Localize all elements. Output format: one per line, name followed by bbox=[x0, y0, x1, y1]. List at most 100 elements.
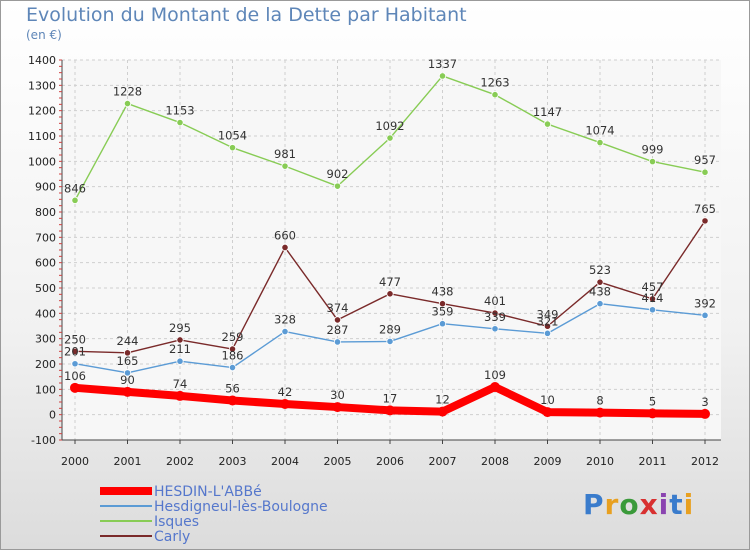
x-tick-label: 2008 bbox=[481, 455, 509, 468]
y-tick-label: 900 bbox=[35, 181, 56, 194]
legend-label: Carly bbox=[154, 529, 190, 545]
data-point bbox=[175, 390, 185, 401]
y-tick-label: 300 bbox=[35, 333, 56, 346]
plot-area bbox=[62, 60, 721, 440]
brand-logo: Proxiti bbox=[583, 488, 694, 521]
data-label: 1074 bbox=[585, 124, 614, 138]
y-tick-label: 1200 bbox=[28, 105, 56, 118]
brand-letter: P bbox=[583, 488, 605, 521]
data-label: 438 bbox=[589, 285, 611, 299]
data-point bbox=[543, 329, 552, 337]
data-label: 295 bbox=[169, 321, 191, 335]
data-label: 349 bbox=[537, 307, 559, 321]
data-point bbox=[438, 72, 447, 80]
data-point bbox=[386, 134, 394, 142]
data-label: 1092 bbox=[375, 119, 404, 133]
data-label: 392 bbox=[694, 296, 716, 310]
brand-letter: i bbox=[658, 488, 670, 521]
chart-subtitle: (en €) bbox=[26, 28, 62, 42]
data-point bbox=[595, 407, 605, 418]
data-label: 414 bbox=[642, 291, 664, 305]
data-label: 1263 bbox=[480, 76, 509, 90]
data-point bbox=[648, 306, 657, 314]
data-point bbox=[543, 322, 552, 330]
data-point bbox=[543, 120, 552, 128]
data-label: 957 bbox=[694, 153, 716, 167]
y-tick-label: -100 bbox=[31, 434, 56, 447]
data-point bbox=[333, 316, 342, 324]
y-tick-label: 700 bbox=[35, 231, 56, 244]
data-point bbox=[71, 196, 79, 204]
data-label: 74 bbox=[173, 377, 188, 391]
data-label: 660 bbox=[274, 228, 296, 242]
data-point bbox=[700, 408, 710, 419]
data-point bbox=[228, 144, 237, 152]
data-point bbox=[332, 402, 343, 413]
x-tick-label: 2004 bbox=[271, 455, 299, 468]
data-label: 902 bbox=[327, 167, 349, 181]
data-point bbox=[280, 399, 290, 410]
data-point bbox=[228, 345, 237, 353]
data-point bbox=[701, 217, 709, 225]
data-label: 289 bbox=[379, 322, 401, 336]
legend-label: Hesdigneul-lès-Boulogne bbox=[154, 499, 328, 515]
data-point bbox=[228, 363, 237, 372]
legend-label: Isques bbox=[154, 514, 199, 530]
data-point bbox=[176, 357, 184, 365]
data-point bbox=[701, 168, 709, 176]
y-tick-label: 200 bbox=[35, 358, 56, 371]
data-point bbox=[491, 325, 499, 333]
data-label: 1153 bbox=[165, 104, 194, 118]
data-point bbox=[281, 327, 289, 336]
data-point bbox=[438, 300, 447, 308]
x-tick-label: 2002 bbox=[166, 455, 194, 468]
data-label: 17 bbox=[383, 391, 398, 405]
data-point bbox=[437, 406, 448, 417]
data-point bbox=[123, 369, 132, 377]
data-label: 30 bbox=[330, 388, 345, 402]
data-point bbox=[71, 360, 79, 368]
data-label: 287 bbox=[327, 323, 349, 337]
x-tick-label: 2007 bbox=[429, 455, 457, 468]
data-label: 5 bbox=[649, 394, 656, 408]
data-label: 186 bbox=[222, 349, 244, 363]
y-tick-label: 1300 bbox=[28, 79, 56, 92]
data-point bbox=[386, 290, 394, 298]
data-point bbox=[491, 91, 499, 99]
data-label: 201 bbox=[64, 345, 86, 359]
data-label: 42 bbox=[278, 385, 293, 399]
x-tick-label: 2001 bbox=[114, 455, 142, 468]
x-tick-label: 2006 bbox=[376, 455, 404, 468]
data-label: 438 bbox=[432, 285, 454, 299]
data-label: 3 bbox=[701, 395, 708, 409]
x-tick-label: 2010 bbox=[586, 455, 614, 468]
data-point bbox=[123, 99, 132, 108]
data-label: 250 bbox=[64, 332, 86, 346]
data-point bbox=[491, 309, 499, 317]
data-label: 1147 bbox=[533, 105, 562, 119]
data-label: 259 bbox=[222, 330, 244, 344]
data-label: 359 bbox=[432, 305, 454, 319]
y-tick-label: 600 bbox=[35, 257, 56, 270]
data-label: 8 bbox=[596, 394, 603, 408]
y-tick-label: 0 bbox=[49, 409, 56, 422]
data-label: 328 bbox=[274, 313, 296, 327]
data-point bbox=[281, 162, 289, 170]
y-tick-label: 500 bbox=[35, 282, 56, 295]
data-label: 457 bbox=[642, 280, 664, 294]
brand-letter: x bbox=[639, 488, 659, 521]
data-label: 109 bbox=[484, 368, 506, 382]
data-point bbox=[438, 320, 447, 328]
x-tick-label: 2012 bbox=[691, 455, 719, 468]
y-tick-label: 800 bbox=[35, 206, 56, 219]
data-label: 10 bbox=[540, 393, 555, 407]
data-point bbox=[227, 395, 238, 406]
data-label: 1228 bbox=[113, 85, 142, 99]
data-label: 477 bbox=[379, 275, 401, 289]
data-point bbox=[333, 338, 342, 346]
data-label: 401 bbox=[484, 294, 506, 308]
data-label: 321 bbox=[537, 314, 559, 328]
data-label: 846 bbox=[64, 181, 86, 195]
data-label: 12 bbox=[435, 393, 450, 407]
